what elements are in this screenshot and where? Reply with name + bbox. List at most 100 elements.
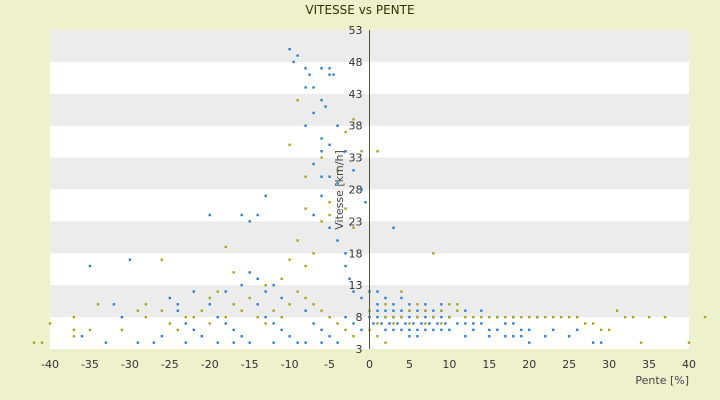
data-point-series-1 <box>360 188 363 191</box>
x-tick-label: -20 <box>201 358 219 371</box>
data-point-series-1 <box>360 328 363 332</box>
data-point-series-2 <box>208 296 211 300</box>
data-point-series-1 <box>544 335 547 338</box>
data-point-series-1 <box>288 47 291 51</box>
data-point-series-1 <box>336 341 339 344</box>
y-axis-label: Vitesse [km/h] <box>333 150 346 230</box>
data-point-series-2 <box>464 315 467 319</box>
x-tick-label: -35 <box>81 358 99 371</box>
data-point-series-1 <box>248 271 251 274</box>
data-point-series-1 <box>272 284 275 287</box>
data-point-series-2 <box>320 220 323 223</box>
data-point-series-2 <box>232 271 235 274</box>
data-point-series-2 <box>703 315 707 319</box>
data-point-series-1 <box>444 322 447 325</box>
data-point-series-1 <box>208 213 211 217</box>
x-tick-label: 35 <box>642 358 656 371</box>
data-point-series-2 <box>312 252 315 255</box>
y-tick-label: 18 <box>349 247 363 260</box>
data-point-series-2 <box>432 252 435 255</box>
x-tick-label: 15 <box>482 358 496 371</box>
data-point-series-2 <box>607 328 611 332</box>
data-point-series-1 <box>312 322 315 325</box>
data-point-series-1 <box>384 296 387 300</box>
data-point-series-1 <box>392 309 395 312</box>
data-point-series-2 <box>384 341 387 344</box>
data-point-series-1 <box>224 322 227 325</box>
data-point-series-1 <box>424 315 427 319</box>
data-point-series-1 <box>400 309 403 312</box>
data-point-series-1 <box>400 328 403 332</box>
data-point-series-1 <box>312 111 315 115</box>
data-point-series-1 <box>552 328 555 332</box>
data-point-series-2 <box>264 322 267 325</box>
data-point-series-2 <box>488 315 491 319</box>
data-point-series-2 <box>168 322 172 325</box>
data-point-series-1 <box>176 303 179 306</box>
data-point-series-2 <box>623 315 627 319</box>
data-point-series-2 <box>296 98 299 102</box>
data-points <box>32 47 707 344</box>
data-point-series-2 <box>328 213 331 217</box>
data-point-series-2 <box>575 315 579 319</box>
data-point-series-1 <box>496 328 499 332</box>
data-point-series-1 <box>336 124 339 127</box>
x-axis-label: Pente [%] <box>635 374 689 387</box>
data-point-series-1 <box>192 290 195 293</box>
y-tick-label: 13 <box>349 279 363 292</box>
data-point-series-2 <box>200 309 203 312</box>
data-point-series-1 <box>264 315 267 319</box>
data-point-series-1 <box>240 213 243 217</box>
data-point-series-1 <box>240 284 243 287</box>
data-point-series-1 <box>264 194 267 198</box>
data-point-series-1 <box>232 328 235 332</box>
data-point-series-2 <box>416 303 419 306</box>
data-point-series-1 <box>464 309 467 312</box>
x-tick-label: 20 <box>522 358 536 371</box>
data-point-series-1 <box>304 67 307 70</box>
x-tick-label: 5 <box>406 358 413 371</box>
data-point-series-1 <box>308 73 311 76</box>
data-point-series-1 <box>312 86 315 89</box>
x-tick-label: -10 <box>281 358 299 371</box>
x-tick-label: 0 <box>366 358 373 371</box>
chart-title: VITESSE vs PENTE <box>305 3 414 17</box>
data-point-series-2 <box>480 315 483 319</box>
data-point-series-1 <box>296 341 299 344</box>
data-point-series-2 <box>352 335 355 338</box>
data-point-series-1 <box>567 335 571 338</box>
data-point-series-1 <box>296 54 299 57</box>
data-point-series-1 <box>200 335 203 338</box>
data-point-series-1 <box>256 277 259 281</box>
data-point-series-2 <box>208 322 211 325</box>
data-point-series-1 <box>280 296 283 300</box>
data-point-series-2 <box>567 315 571 319</box>
data-point-series-2 <box>424 322 427 325</box>
data-point-series-1 <box>320 175 323 178</box>
data-point-series-1 <box>264 290 267 293</box>
data-point-series-1 <box>376 290 379 293</box>
data-point-series-1 <box>288 335 291 338</box>
x-tick-label: -25 <box>161 358 179 371</box>
data-point-series-1 <box>436 322 439 325</box>
data-point-series-2 <box>248 296 251 300</box>
data-point-series-2 <box>400 315 403 319</box>
data-point-series-1 <box>352 322 355 325</box>
data-point-series-1 <box>512 322 515 325</box>
data-point-series-1 <box>472 328 475 332</box>
data-point-series-1 <box>392 303 395 306</box>
y-tick-label: 48 <box>349 56 363 69</box>
data-point-series-1 <box>272 341 275 344</box>
data-point-series-1 <box>152 341 156 344</box>
data-point-series-1 <box>80 335 84 338</box>
data-point-series-1 <box>304 341 307 344</box>
data-point-series-1 <box>320 194 323 198</box>
data-point-series-2 <box>232 303 235 306</box>
x-tick-label: 10 <box>442 358 456 371</box>
data-point-series-1 <box>428 322 431 325</box>
data-point-series-2 <box>296 290 299 293</box>
data-point-series-2 <box>296 239 299 242</box>
data-point-series-1 <box>328 226 331 229</box>
data-point-series-2 <box>376 322 379 325</box>
